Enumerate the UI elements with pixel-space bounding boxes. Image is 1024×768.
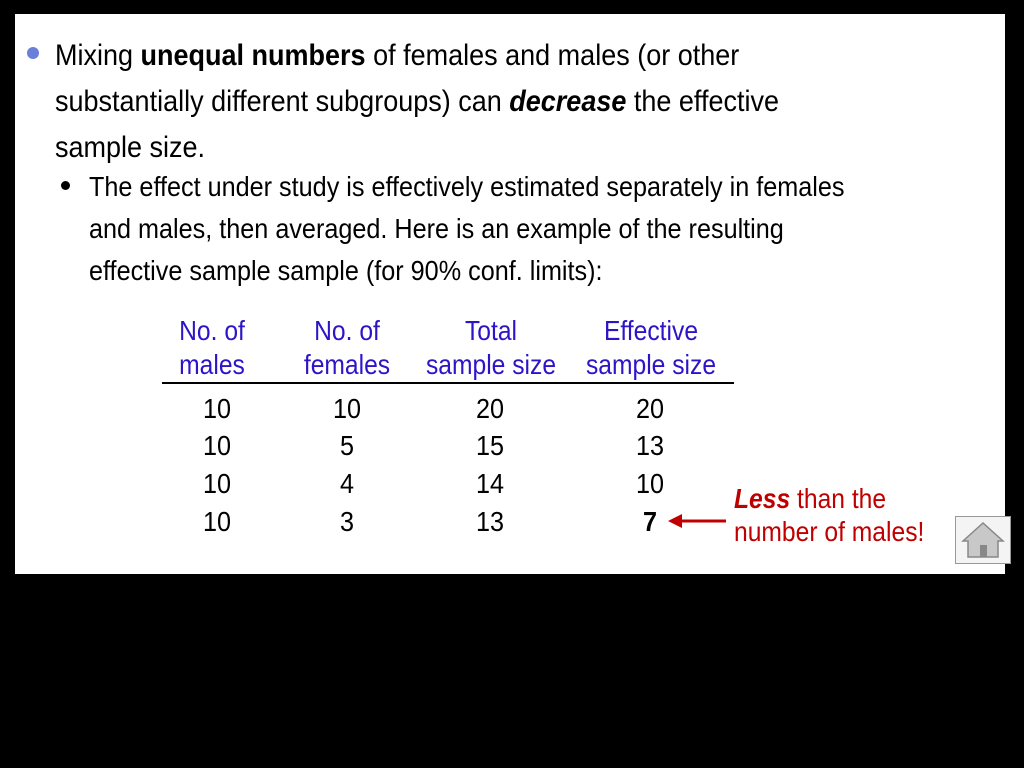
cell: 13	[635, 430, 665, 461]
bullet1-emphasis: unequal numbers	[140, 39, 366, 72]
cell: 5	[339, 430, 355, 461]
annotation-note: Less than the number of males!	[734, 482, 924, 548]
note-line2: number of males!	[734, 516, 925, 547]
bullet1-line1-c: of females and males (or other	[365, 39, 740, 72]
cell: 10	[202, 468, 232, 499]
bullet-dot	[27, 47, 39, 59]
table-divider	[162, 382, 734, 384]
note-emphasis: Less	[734, 483, 791, 514]
left-arrow-icon	[668, 514, 726, 528]
cell: 20	[635, 393, 665, 424]
bullet1-line1-a: Mixing	[55, 39, 141, 72]
header-males: No. of males	[179, 315, 245, 380]
slide: Mixing unequal numbers of females and ma…	[15, 14, 1011, 574]
header-females: No. of females	[303, 315, 391, 380]
cell: 10	[202, 430, 232, 461]
bullet2-line1: The effect under study is effectively es…	[89, 171, 845, 202]
header-total: Total sample size	[425, 315, 557, 380]
cell: 14	[475, 468, 505, 499]
home-button[interactable]	[955, 516, 1011, 564]
bullet2-line2: and males, then averaged. Here is an exa…	[89, 213, 784, 244]
cell: 10	[635, 468, 665, 499]
cell-highlight: 7	[642, 506, 658, 537]
cell: 13	[475, 506, 505, 537]
bullet1-line3: sample size.	[55, 131, 206, 164]
bullet1-decrease: decrease	[509, 85, 627, 118]
note-rest: than the	[790, 483, 887, 514]
bullet-main: Mixing unequal numbers of females and ma…	[55, 33, 982, 171]
cell: 20	[475, 393, 505, 424]
cell: 15	[475, 430, 505, 461]
cell: 10	[202, 506, 232, 537]
cell: 10	[202, 393, 232, 424]
cell: 10	[332, 393, 362, 424]
home-icon	[961, 521, 1005, 558]
cell: 4	[339, 468, 355, 499]
cell: 3	[339, 506, 355, 537]
header-effective: Effective sample size	[585, 315, 717, 380]
sub-bullet-dot	[61, 181, 70, 190]
bullet1-line2-c: the effective	[626, 85, 779, 118]
bullet-sub: The effect under study is effectively es…	[89, 166, 1007, 292]
bullet1-line2-a: substantially different subgroups) can	[55, 85, 510, 118]
bullet2-line3: effective sample sample (for 90% conf. l…	[89, 255, 603, 286]
